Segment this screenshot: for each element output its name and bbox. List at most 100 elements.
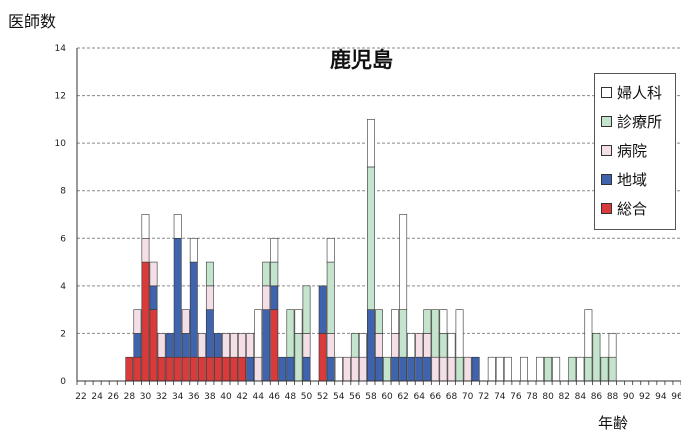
bar-segment <box>246 333 255 358</box>
bar-segment <box>487 356 496 382</box>
x-tick-label: 22 <box>75 392 86 402</box>
x-tick-label: 34 <box>172 392 184 402</box>
bar-segment <box>399 214 408 310</box>
bar-segment <box>205 356 214 382</box>
bar-segment <box>262 261 271 287</box>
bar-segment <box>197 356 206 382</box>
x-tick-label: 46 <box>269 392 281 402</box>
x-tick-label: 42 <box>236 392 247 402</box>
x-tick-label: 90 <box>623 392 635 402</box>
bar-segment <box>399 356 408 382</box>
bar-segment <box>334 356 343 382</box>
bar-segment <box>270 309 279 382</box>
bar-segment <box>431 309 440 358</box>
bar-segment <box>254 309 263 358</box>
bar-segment <box>294 333 303 382</box>
bar-segment <box>214 356 222 382</box>
bar-segment <box>439 333 448 358</box>
y-tick-label: 4 <box>60 282 66 292</box>
bar-segment <box>407 333 416 358</box>
legend-swatch <box>601 86 612 98</box>
bar-segment <box>391 356 400 382</box>
y-tick-label: 2 <box>60 329 66 339</box>
bar-segment <box>399 309 408 358</box>
bar-segment <box>375 333 383 358</box>
chart-legend: 婦人科 診療所 病院 地域 総合 <box>594 73 676 230</box>
x-tick-label: 58 <box>365 392 377 402</box>
x-tick-label: 68 <box>446 392 458 402</box>
bar-segment <box>375 309 383 334</box>
bar-segment <box>358 333 367 358</box>
bar-segment <box>600 356 609 382</box>
x-tick-label: 80 <box>542 392 554 402</box>
x-tick-label: 52 <box>317 392 328 402</box>
bar-segment <box>214 333 222 358</box>
bar-segment <box>576 356 585 382</box>
bar-segment <box>230 333 238 358</box>
bar-segment <box>173 214 182 239</box>
bar-segment <box>326 333 335 358</box>
x-tick-label: 48 <box>285 392 297 402</box>
bar-segment <box>165 333 174 358</box>
bar-segment <box>350 333 359 358</box>
bar-segment <box>173 237 182 358</box>
bar-segment <box>503 356 512 382</box>
bar-segment <box>318 285 327 334</box>
bar-segment <box>270 285 279 310</box>
legend-swatch <box>601 144 612 156</box>
bar-segment <box>181 309 190 334</box>
legend-item: 診療所 <box>601 111 662 131</box>
bar-segment <box>592 333 601 382</box>
bar-segment <box>471 356 480 382</box>
bar-segment <box>149 285 158 310</box>
y-tick-label: 14 <box>55 44 67 54</box>
bar-segment <box>367 166 375 310</box>
bar-segment <box>141 261 150 382</box>
bar-segment <box>302 356 311 382</box>
bar-segment <box>391 309 400 334</box>
bar-segment <box>157 333 166 358</box>
bar-segment <box>608 356 617 382</box>
x-tick-label: 84 <box>575 392 587 402</box>
bar-segment <box>294 309 303 334</box>
bar-segment <box>189 356 198 382</box>
x-axis-title: 年齢 <box>598 414 629 432</box>
bar-segment <box>439 309 448 334</box>
x-tick-label: 94 <box>655 392 667 402</box>
bar-segment <box>270 261 279 287</box>
x-tick-label: 24 <box>91 392 103 402</box>
bar-segment <box>455 309 464 358</box>
bar-segment <box>173 356 182 382</box>
bar-segment <box>141 214 150 239</box>
bar-segment <box>141 237 150 263</box>
bar-segment <box>350 356 359 382</box>
bar-segment <box>367 309 375 382</box>
bar-segment <box>495 356 504 382</box>
bar-segment <box>278 356 287 382</box>
y-tick-label: 8 <box>60 187 66 197</box>
bar-segment <box>367 119 375 168</box>
bar-segment <box>197 333 206 358</box>
legend-item: 地域 <box>601 169 647 189</box>
legend-item: 婦人科 <box>601 82 662 102</box>
x-tick-label: 86 <box>591 392 603 402</box>
y-tick-label: 12 <box>55 92 66 102</box>
x-tick-label: 76 <box>510 392 522 402</box>
legend-item: 病院 <box>601 140 647 160</box>
bar-segment <box>222 356 230 382</box>
bar-segment <box>358 356 367 382</box>
bar-segment <box>262 285 271 310</box>
y-tick-label: 10 <box>55 139 67 149</box>
x-tick-label: 78 <box>526 392 538 402</box>
bar-segment <box>222 333 230 358</box>
bar-segment <box>286 356 295 382</box>
bar-segment <box>383 356 391 382</box>
bar-segment <box>238 333 247 358</box>
x-tick-label: 38 <box>204 392 216 402</box>
bar-segment <box>230 356 238 382</box>
bar-segment <box>415 333 424 358</box>
bar-segment <box>270 237 279 263</box>
bar-segment <box>439 356 448 382</box>
bar-segment <box>407 356 416 382</box>
